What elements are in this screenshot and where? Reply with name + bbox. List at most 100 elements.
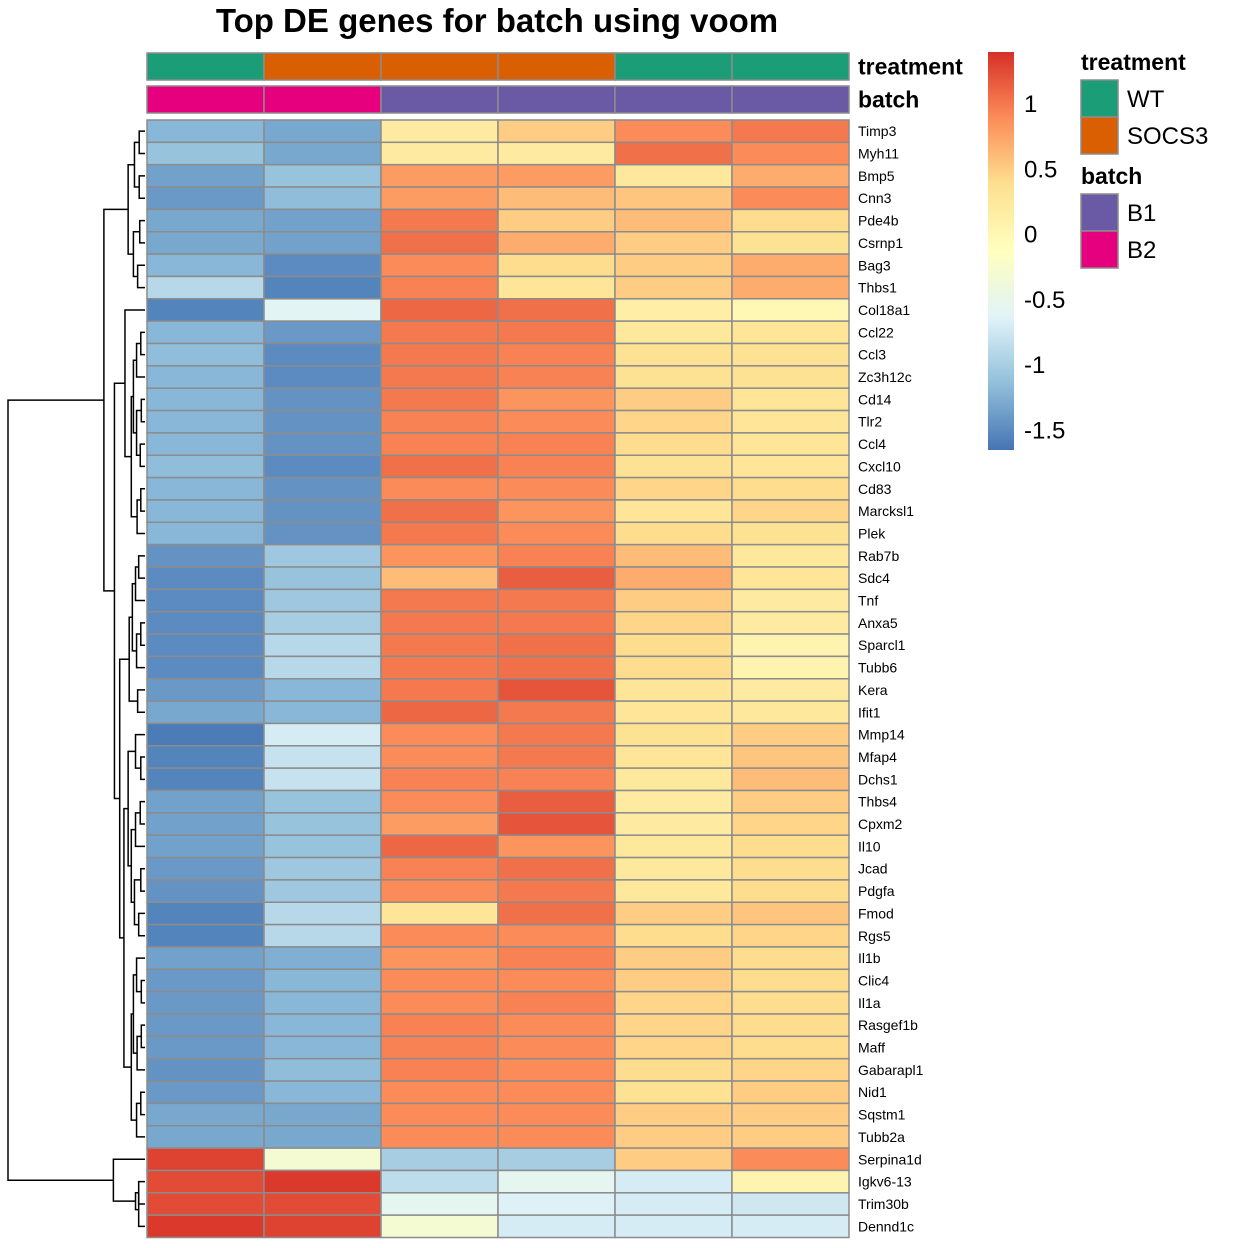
heatmap-cell <box>614 141 733 166</box>
heatmap-cell <box>497 1214 616 1239</box>
row-dendrogram <box>7 130 145 1228</box>
heatmap-cell <box>146 1013 265 1038</box>
heatmap-cell <box>380 543 499 568</box>
heatmap-cell <box>380 365 499 389</box>
heatmap-cell <box>146 119 265 144</box>
heatmap-cell <box>731 901 850 926</box>
heatmap-cell <box>263 1125 382 1149</box>
heatmap-cell <box>380 745 499 769</box>
heatmap-cell <box>497 968 616 993</box>
heatmap-cell <box>146 1214 265 1239</box>
gene-label-Bmp5: Bmp5 <box>858 168 895 184</box>
dendrogram-branch <box>7 399 114 1181</box>
heatmap-cell <box>614 901 733 926</box>
heatmap-cell <box>263 342 382 367</box>
heatmap-cell <box>614 655 733 680</box>
heatmap-cell <box>263 454 382 479</box>
heatmap-cell <box>263 655 382 680</box>
heatmap-cell <box>263 163 382 188</box>
heatmap-cell <box>731 387 850 412</box>
gene-label-Cpxm2: Cpxm2 <box>858 816 903 832</box>
heatmap-cell <box>146 1147 265 1172</box>
legend-swatch-SOCS3 <box>1080 116 1119 155</box>
heatmap-cell <box>380 655 499 680</box>
heatmap-cell <box>731 834 850 859</box>
heatmap-cell <box>380 610 499 635</box>
heatmap-cell <box>263 1147 382 1172</box>
annotation-cell-batch-3 <box>380 85 499 114</box>
heatmap-cell <box>731 1147 850 1172</box>
dendrogram-branch <box>132 974 138 1054</box>
colorbar-tick-label: -0.5 <box>1024 287 1065 314</box>
annotation-cell-treatment-1 <box>146 52 265 81</box>
heatmap-cell <box>731 923 850 948</box>
heatmap-cell <box>263 923 382 948</box>
dendrogram-branch <box>138 175 145 199</box>
heatmap-cell <box>731 678 850 702</box>
heatmap-cell <box>380 163 499 188</box>
heatmap-cell <box>731 298 850 322</box>
heatmap-cell <box>263 968 382 993</box>
heatmap-cell <box>731 454 850 479</box>
heatmap-cell <box>263 789 382 814</box>
heatmap-cell <box>614 610 733 635</box>
gene-label-Mmp14: Mmp14 <box>858 727 905 743</box>
dendrogram-branch <box>139 800 145 825</box>
heatmap-cell <box>731 566 850 591</box>
heatmap-cell <box>380 454 499 479</box>
heatmap-cell <box>614 745 733 769</box>
heatmap-cell <box>614 298 733 322</box>
heatmap-cell <box>146 1125 265 1149</box>
heatmap-cell <box>263 1057 382 1082</box>
dendrogram-branch <box>133 141 140 188</box>
gene-label-Sdc4: Sdc4 <box>858 570 890 586</box>
colorbar-gradient <box>988 52 1014 450</box>
heatmap-cell <box>146 566 265 591</box>
gene-label-Igkv6-13: Igkv6-13 <box>858 1174 912 1190</box>
heatmap-cell <box>380 409 499 434</box>
heatmap-cell <box>731 163 850 188</box>
dendrogram-branch <box>140 756 145 781</box>
heatmap-cell <box>497 499 616 524</box>
heatmap-cell <box>380 789 499 814</box>
heatmap-cell <box>146 1192 265 1216</box>
heatmap-cell <box>731 990 850 1015</box>
dendrogram-branch <box>133 879 141 926</box>
heatmap-cell <box>380 1169 499 1194</box>
heatmap-cell <box>380 1057 499 1082</box>
dendrogram-branch <box>134 566 145 602</box>
gene-label-Col18a1: Col18a1 <box>858 302 910 318</box>
heatmap-cell <box>497 298 616 322</box>
heatmap-cell <box>380 901 499 926</box>
gene-label-Tnf: Tnf <box>858 593 878 609</box>
heatmap-cell <box>263 208 382 233</box>
heatmap-cell <box>614 1147 733 1172</box>
heatmap-cell <box>146 342 265 367</box>
heatmap-cell <box>146 1102 265 1127</box>
legend-swatch-B1 <box>1080 193 1119 232</box>
heatmap-cell <box>614 566 733 591</box>
heatmap-cell <box>497 1102 616 1127</box>
heatmap-cell <box>146 476 265 501</box>
heatmap-cell <box>263 275 382 300</box>
heatmap-cell <box>146 432 265 456</box>
heatmap-cell <box>731 342 850 367</box>
heatmap-cell <box>614 678 733 702</box>
heatmap-cell <box>614 253 733 278</box>
heatmap-cell <box>263 521 382 546</box>
gene-label-Sqstm1: Sqstm1 <box>858 1107 906 1123</box>
heatmap-cell <box>146 141 265 166</box>
heatmap-cell <box>146 722 265 747</box>
gene-labels: Timp3 Myh11 Bmp5 Cnn3 Pde4b Csrnp1 Bag3 Thbs1 Co… <box>858 123 924 1234</box>
dendrogram-branch <box>140 1024 145 1049</box>
dendrogram-branch <box>118 658 130 939</box>
heatmap-cell <box>380 856 499 881</box>
heatmap-cell <box>614 275 733 300</box>
heatmap-cell <box>497 1035 616 1060</box>
gene-label-Cd83: Cd83 <box>858 481 892 497</box>
heatmap-cell <box>614 812 733 836</box>
heatmap-cell <box>263 879 382 904</box>
heatmap-cell <box>731 1080 850 1105</box>
gene-label-Rasgef1b: Rasgef1b <box>858 1017 918 1033</box>
heatmap-cell <box>731 1057 850 1082</box>
